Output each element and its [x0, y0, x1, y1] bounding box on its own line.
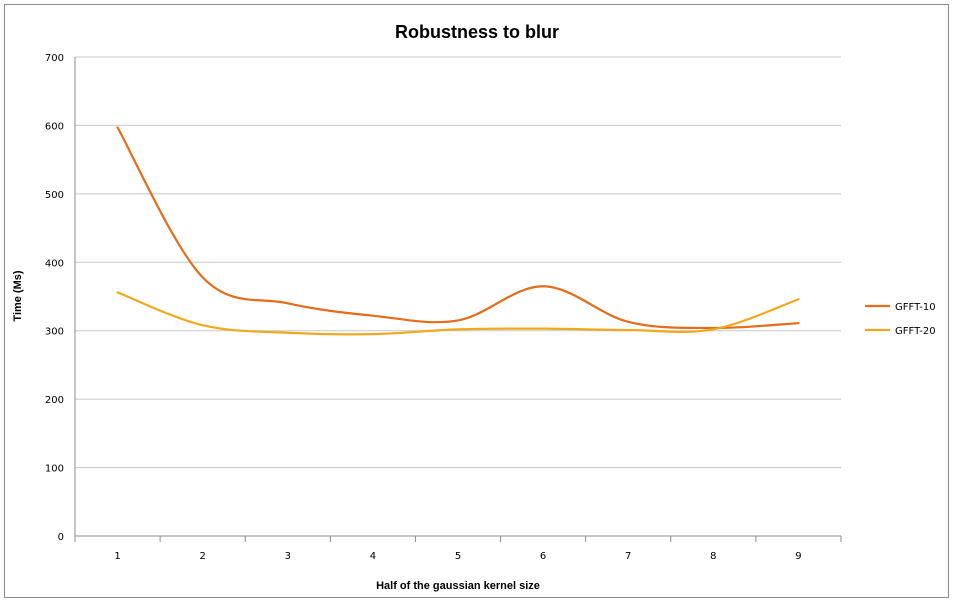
y-tick-label-2: 200 [45, 395, 64, 406]
x-tick-label-7: 8 [710, 551, 716, 562]
x-tick-label-6: 7 [625, 551, 631, 562]
series-lines [116, 126, 800, 336]
y-tick-label-7: 700 [45, 53, 64, 64]
axes: 0 100 200 300 400 500 600 700 1 2 3 4 5 6 7 8 9 [45, 53, 842, 562]
y-axis-title: Time (Ms) [12, 270, 24, 321]
y-tick-label-3: 300 [45, 327, 64, 338]
x-tick-label-1: 2 [199, 551, 205, 562]
x-tick-label-5: 6 [540, 551, 546, 562]
y-tick-label-4: 400 [45, 258, 64, 269]
legend: GFFT-10 GFFT-20 [865, 302, 936, 337]
legend-label-gfft-20: GFFT-20 [895, 326, 936, 337]
chart-title: Robustness to blur [395, 22, 559, 42]
x-axis-title: Half of the gaussian kernel size [376, 580, 540, 592]
legend-label-gfft-10: GFFT-10 [895, 302, 936, 313]
series-line-gfft-20 [116, 291, 800, 336]
y-tick-label-5: 500 [45, 190, 64, 201]
x-tick-label-2: 3 [285, 551, 291, 562]
series-line-gfft-10 [116, 126, 800, 330]
x-tick-label-8: 9 [795, 551, 801, 562]
y-tick-label-1: 100 [45, 464, 64, 475]
gridlines [75, 56, 841, 469]
y-tick-label-0: 0 [58, 532, 64, 543]
y-tick-label-6: 600 [45, 121, 64, 132]
x-tick-label-3: 4 [370, 551, 376, 562]
x-tick-label-0: 1 [114, 551, 120, 562]
x-tick-label-4: 5 [455, 551, 461, 562]
